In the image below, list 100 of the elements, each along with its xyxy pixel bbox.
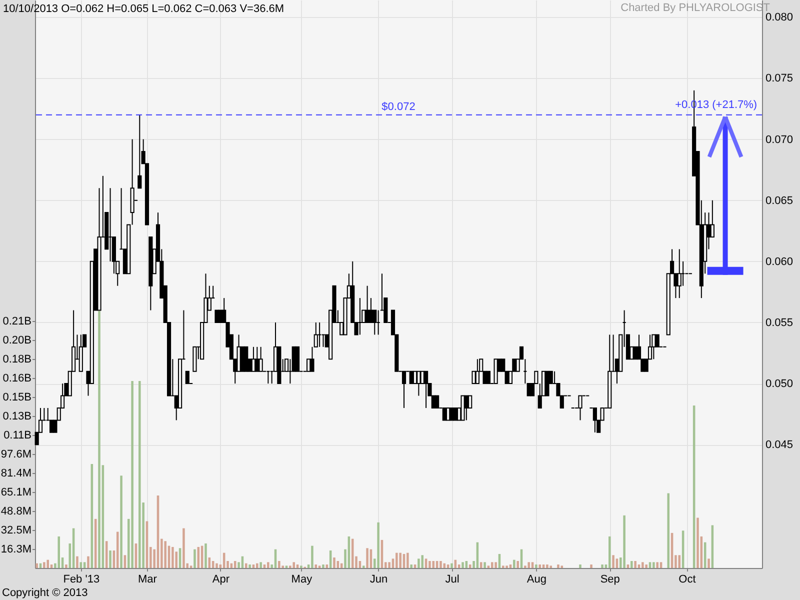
candlestick <box>475 358 480 384</box>
bar <box>652 562 655 568</box>
y2-tick-label: 0.16B <box>2 372 32 384</box>
bar <box>630 560 633 568</box>
bar <box>450 563 453 568</box>
bar <box>480 562 482 568</box>
ref-line-label: $0.072 <box>382 100 416 113</box>
y-tick-label: 0.065 <box>766 194 794 207</box>
bar <box>116 532 119 568</box>
y2-tick-label: 0.11B <box>4 429 32 442</box>
y-tick-label: 0.080 <box>766 12 794 24</box>
bar <box>333 557 336 568</box>
bar <box>440 560 442 568</box>
text: Copyright © 2013 <box>2 587 88 599</box>
bar <box>678 555 681 568</box>
bar <box>172 546 174 568</box>
bar <box>490 562 494 568</box>
candlestick <box>472 370 476 384</box>
x-tick-label: Jul <box>445 574 460 586</box>
y2-tick-label: 0.20B <box>2 334 32 346</box>
x-tick-label: May <box>291 574 313 586</box>
bar <box>634 560 636 568</box>
bar <box>292 562 295 568</box>
candlestick <box>710 200 714 238</box>
bar <box>428 560 431 568</box>
bar <box>182 528 185 568</box>
bar <box>131 381 134 568</box>
x-tick-label: Mar <box>138 574 158 586</box>
bar <box>194 549 196 568</box>
candlestick <box>633 346 638 360</box>
bar <box>462 562 464 568</box>
candlestick <box>138 114 142 189</box>
candlestick <box>453 407 458 421</box>
bar <box>366 548 368 568</box>
y2-tick-label: 0.18B <box>2 353 32 366</box>
bar <box>138 381 141 568</box>
chart-title: 10/10/2013 O=0.062 H=0.065 L=0.062 C=0.063 V=36.6M <box>3 3 284 15</box>
candlestick <box>578 395 582 421</box>
bar <box>164 541 166 568</box>
y-tick-label: 0.050 <box>766 378 794 390</box>
candlestick <box>372 310 377 336</box>
y2-tick-label: 65.1M <box>0 486 32 498</box>
bar <box>648 562 652 568</box>
y2-tick-label: 16.3M <box>0 543 32 556</box>
candlestick <box>185 370 190 384</box>
candlestick <box>409 370 414 384</box>
bar <box>322 564 324 568</box>
bar <box>80 562 82 568</box>
bar <box>612 555 614 568</box>
y2-tick-label: 81.4M <box>0 467 32 480</box>
bar <box>406 552 409 568</box>
y-tick-label: 0.060 <box>766 256 794 268</box>
bar <box>708 558 710 568</box>
x-tick-label: Jun <box>370 574 388 586</box>
candlestick <box>49 420 54 433</box>
candlestick <box>442 407 446 421</box>
y2-tick-label: 0.15B <box>2 391 32 404</box>
candlestick <box>424 370 428 408</box>
bar <box>484 562 486 568</box>
bar <box>399 552 402 568</box>
bar <box>76 556 78 568</box>
bar <box>204 543 207 568</box>
y2-tick-label: 97.6M <box>0 448 32 460</box>
bar <box>43 562 46 568</box>
bar <box>46 560 49 568</box>
bar <box>557 564 560 568</box>
bar <box>667 493 670 568</box>
bar <box>645 564 648 568</box>
bar <box>531 562 534 568</box>
bar <box>87 556 90 568</box>
bar <box>311 546 314 568</box>
y-tick-label: 0.070 <box>766 134 794 146</box>
bar <box>120 476 122 568</box>
bar <box>528 562 530 568</box>
x-tick-label: Aug <box>526 574 546 586</box>
candlestick <box>450 407 454 421</box>
bar <box>538 564 541 568</box>
bar <box>579 564 582 568</box>
bar <box>377 522 380 568</box>
bar <box>314 564 318 568</box>
candlestick <box>412 370 418 384</box>
y-tick-label: 0.045 <box>766 439 794 452</box>
candlestick <box>468 395 472 408</box>
bar <box>256 563 258 568</box>
y2-tick-label: 0.13B <box>2 410 32 422</box>
bar <box>642 562 644 568</box>
y-tick-label: 0.055 <box>766 316 794 329</box>
bar <box>432 560 435 568</box>
bar <box>696 518 699 568</box>
bar <box>656 562 658 568</box>
x-tick-label: Oct <box>678 574 696 586</box>
bar <box>216 563 218 568</box>
bar <box>396 552 398 568</box>
bar <box>58 536 60 568</box>
bar <box>513 560 516 568</box>
candlestick <box>416 370 421 396</box>
candlestick <box>214 310 219 323</box>
candlestick <box>365 285 370 323</box>
candlestick <box>306 358 311 372</box>
bar <box>260 562 262 568</box>
